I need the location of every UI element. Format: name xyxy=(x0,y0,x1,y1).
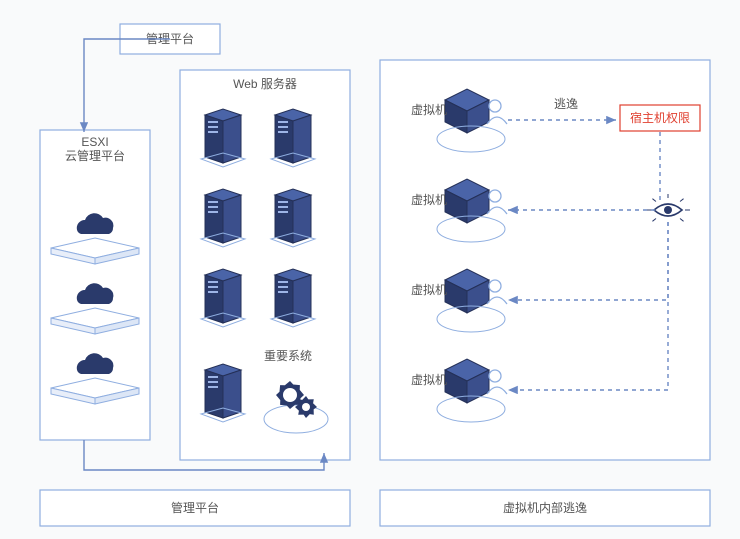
svg-text:虚拟机: 虚拟机 xyxy=(411,193,447,207)
svg-text:逃逸: 逃逸 xyxy=(554,97,578,111)
svg-text:虚拟机: 虚拟机 xyxy=(411,373,447,387)
svg-text:宿主机权限: 宿主机权限 xyxy=(630,110,690,125)
diagram-svg: 管理平台ESXI云管理平台Web 服务器宿主机权限管理平台虚拟机内部逃逸逃逸重要… xyxy=(0,0,740,539)
svg-text:管理平台: 管理平台 xyxy=(171,500,219,515)
svg-text:虚拟机: 虚拟机 xyxy=(411,283,447,297)
diagram-canvas: 管理平台ESXI云管理平台Web 服务器宿主机权限管理平台虚拟机内部逃逸逃逸重要… xyxy=(0,0,740,539)
svg-text:Web 服务器: Web 服务器 xyxy=(233,76,297,91)
svg-text:虚拟机内部逃逸: 虚拟机内部逃逸 xyxy=(503,500,587,515)
svg-text:ESXI: ESXI xyxy=(81,135,108,149)
svg-text:重要系统: 重要系统 xyxy=(264,349,312,363)
svg-text:云管理平台: 云管理平台 xyxy=(65,148,125,163)
svg-text:虚拟机: 虚拟机 xyxy=(411,103,447,117)
